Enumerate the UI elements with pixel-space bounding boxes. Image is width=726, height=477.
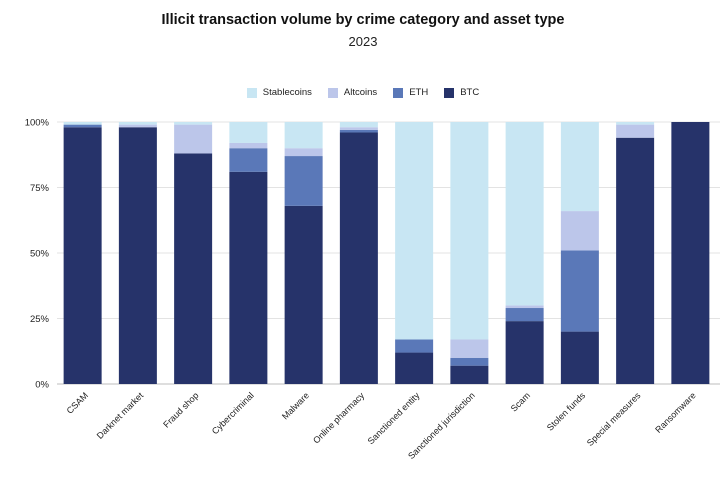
x-tick-label-6: Sanctioned entity <box>366 390 422 446</box>
bar-btc-5 <box>339 132 378 384</box>
x-tick-label-3: Cybercriminal <box>210 390 256 436</box>
legend-label-stablecoins: Stablecoins <box>262 87 312 98</box>
bar-eth-9 <box>560 250 599 332</box>
x-tick-label-9: Stolen funds <box>545 390 588 433</box>
bar-stablecoins-5 <box>339 122 378 128</box>
bar-eth-8 <box>505 308 544 322</box>
bar-altcoins-9 <box>560 211 599 251</box>
legend-item-stablecoins: Stablecoins <box>246 87 312 98</box>
bar-stablecoins-7 <box>450 122 489 340</box>
legend-item-altcoins: Altcoins <box>327 87 378 98</box>
legend-swatch-stablecoins <box>246 87 257 98</box>
legend-swatch-btc <box>444 87 455 98</box>
bar-stablecoins-1 <box>118 122 157 125</box>
bar-altcoins-8 <box>505 305 544 309</box>
bar-eth-5 <box>339 129 378 133</box>
legend-swatch-eth <box>393 87 404 98</box>
bar-eth-7 <box>450 357 489 366</box>
y-tick-label-50: 50% <box>30 249 50 260</box>
bar-altcoins-4 <box>284 148 323 157</box>
x-tick-label-11: Ransomware <box>653 390 698 435</box>
bar-stablecoins-9 <box>560 122 599 212</box>
bar-altcoins-1 <box>118 124 157 128</box>
bar-btc-3 <box>229 171 268 384</box>
x-tick-label-8: Scam <box>509 390 532 413</box>
bar-btc-9 <box>560 331 599 384</box>
bar-stablecoins-4 <box>284 122 323 149</box>
bar-stablecoins-2 <box>174 122 213 125</box>
y-tick-label-25: 25% <box>30 314 50 325</box>
bar-altcoins-7 <box>450 339 489 358</box>
y-tick-label-100: 100% <box>25 118 50 129</box>
bar-stablecoins-0 <box>63 122 102 125</box>
legend-label-btc: BTC <box>460 87 480 98</box>
bar-btc-4 <box>284 205 323 384</box>
bar-btc-1 <box>118 127 157 385</box>
legend-label-eth: ETH <box>409 87 429 98</box>
y-tick-label-75: 75% <box>30 183 50 194</box>
chart-subtitle: 2023 <box>348 34 378 49</box>
bar-btc-11 <box>671 122 710 384</box>
bar-altcoins-5 <box>339 127 378 130</box>
chart-title: Illicit transaction volume by crime cate… <box>161 12 565 28</box>
bar-altcoins-10 <box>616 124 655 138</box>
x-tick-label-2: Fraud shop <box>161 390 200 429</box>
bar-stablecoins-3 <box>229 122 268 143</box>
x-tick-label-10: Special measures <box>585 390 643 448</box>
legend-swatch-altcoins <box>327 87 338 98</box>
bar-btc-2 <box>174 153 213 384</box>
bar-stablecoins-8 <box>505 122 544 306</box>
bar-btc-0 <box>63 127 102 385</box>
bar-eth-3 <box>229 148 268 172</box>
legend-item-eth: ETH <box>393 87 428 98</box>
bar-altcoins-3 <box>229 142 268 149</box>
bar-btc-8 <box>505 321 544 384</box>
legend-label-altcoins: Altcoins <box>343 87 378 98</box>
bar-stablecoins-10 <box>616 122 655 125</box>
x-tick-label-4: Malware <box>280 390 311 421</box>
bar-eth-4 <box>284 156 323 206</box>
x-tick-label-0: CSAM <box>65 390 90 415</box>
bar-altcoins-2 <box>174 124 213 154</box>
x-tick-label-1: Darknet market <box>95 390 146 441</box>
bar-eth-0 <box>63 124 102 128</box>
bar-btc-6 <box>395 352 434 384</box>
legend-item-btc: BTC <box>444 87 479 98</box>
bar-eth-6 <box>395 339 434 353</box>
legend: Stablecoins Altcoins ETH BTC <box>0 87 726 98</box>
y-tick-label-0: 0% <box>35 380 49 391</box>
x-tick-label-5: Online pharmacy <box>311 390 367 446</box>
bar-stablecoins-6 <box>395 122 434 340</box>
bar-btc-10 <box>616 137 655 384</box>
bar-btc-7 <box>450 365 489 384</box>
